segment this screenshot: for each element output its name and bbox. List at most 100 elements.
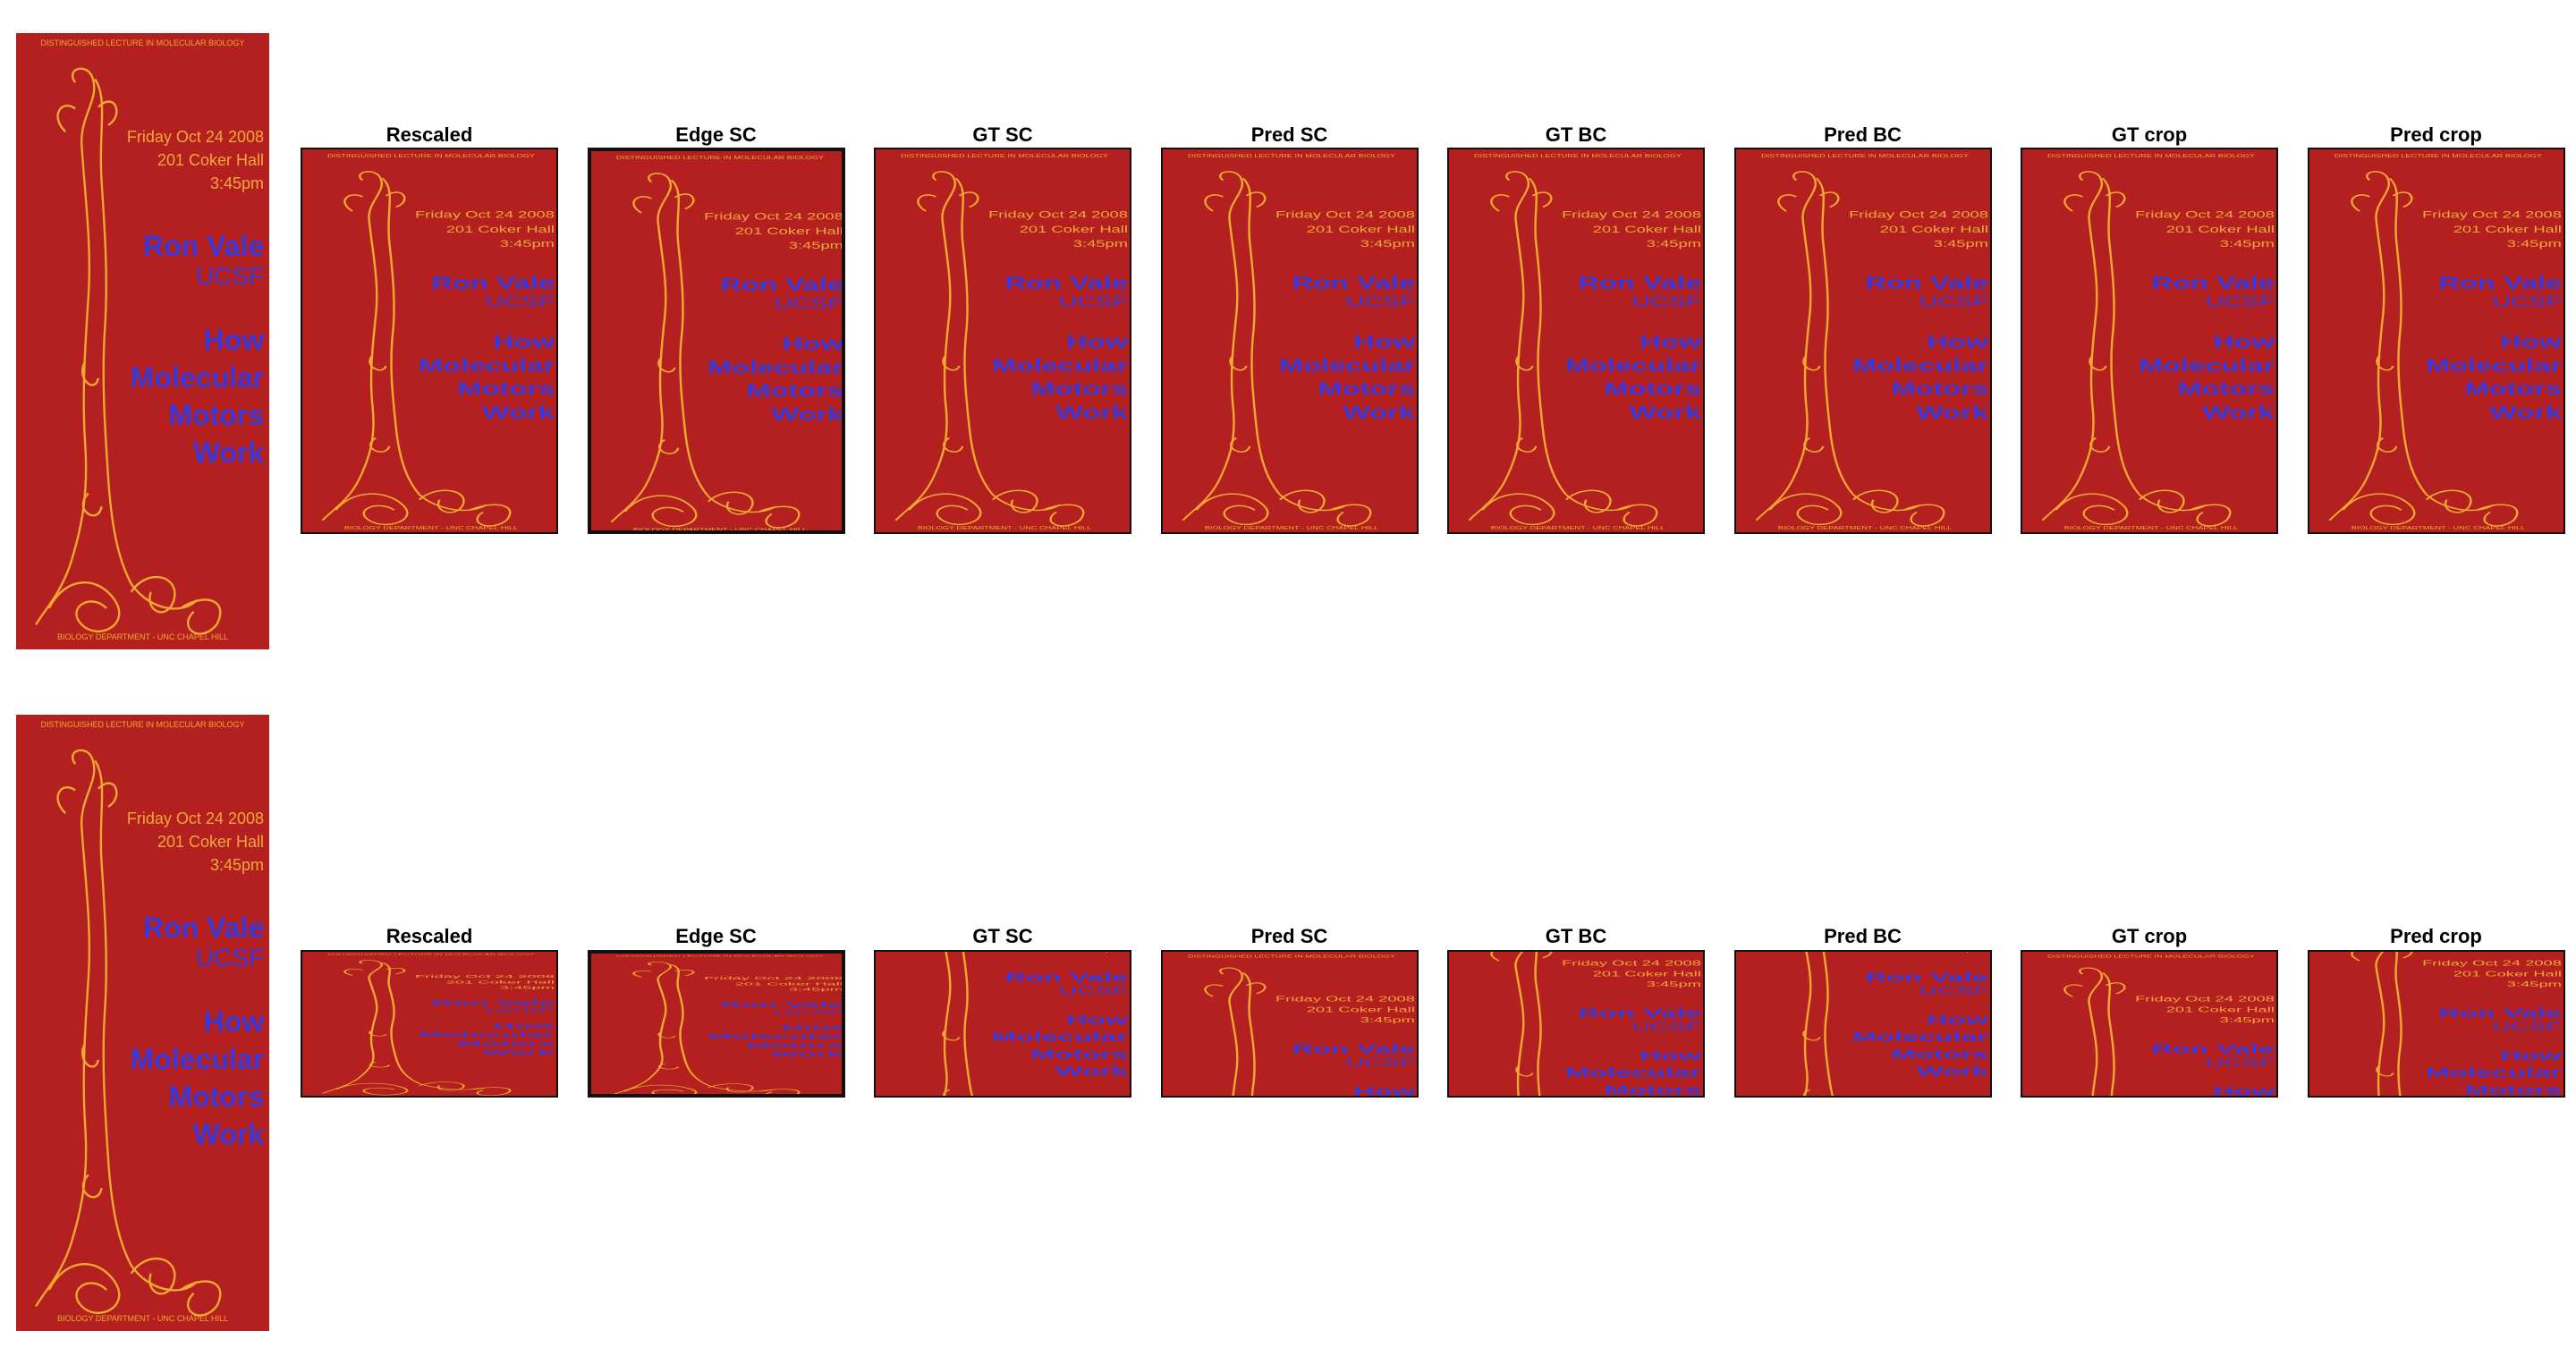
poster-speaker: Ron Vale [2151, 272, 2275, 293]
poster-talk-line: Motors [1890, 378, 1988, 400]
poster-header: DISTINGUISHED LECTURE IN MOLECULAR BIOLO… [40, 720, 245, 729]
result-thumbnail: DISTINGUISHED LECTURE IN MOLECULAR BIOLO… [1160, 148, 1419, 534]
poster-affiliation: UCSF [195, 944, 264, 971]
poster-speaker: Ron Vale [2437, 272, 2562, 293]
poster-talk-line: Work [1915, 402, 1988, 423]
poster-affiliation: UCSF [2491, 292, 2562, 310]
result-thumbnail: DISTINGUISHED LECTURE IN MOLECULAR BIOLO… [874, 148, 1131, 534]
poster-header: DISTINGUISHED LECTURE IN MOLECULAR BIOLO… [1760, 152, 1969, 159]
poster-talk-line: How [493, 1021, 555, 1030]
poster-talk-line: Molecular [2425, 1064, 2562, 1081]
poster-talk-line: Motors [745, 1040, 843, 1049]
poster-talk-line: Motors [1890, 1047, 1988, 1062]
poster-footer: BIOLOGY DEPARTMENT - UNC CHAPEL HILL [2351, 525, 2525, 531]
poster-place: 201 Coker Hall [734, 981, 843, 987]
panel-title: Pred crop [2390, 123, 2482, 146]
plant-drawing [35, 67, 222, 635]
poster-talk-line: Work [2488, 402, 2562, 423]
poster-date: Friday Oct 24 2008 [126, 810, 264, 827]
poster-footer: BIOLOGY DEPARTMENT - UNC CHAPEL HILL [1204, 525, 1378, 531]
poster-date: Friday Oct 24 2008 [2421, 959, 2562, 968]
panel-title: Pred SC [1250, 123, 1328, 146]
poster-time: 3:45pm [2219, 238, 2275, 250]
poster-talk-line: Motors [168, 1081, 264, 1113]
poster-place: 201 Coker Hall [1019, 223, 1128, 235]
poster-time: 3:45pm [499, 238, 555, 250]
poster-footer: BIOLOGY DEPARTMENT - UNC CHAPEL HILL [2063, 525, 2239, 531]
panel-title: GT BC [1545, 123, 1607, 146]
poster-speaker: Ron Vale [142, 230, 264, 262]
poster-footer: BIOLOGY DEPARTMENT - UNC CHAPEL HILL [343, 1095, 519, 1098]
poster-speaker: Ron Vale [142, 911, 264, 944]
poster-place: 201 Coker Hall [445, 979, 555, 985]
plant-drawing [1181, 171, 1371, 527]
plant-drawing [894, 171, 1085, 527]
result-thumbnail: DISTINGUISHED LECTURE IN MOLECULAR BIOLO… [2021, 950, 2278, 1098]
plant-drawing [321, 171, 512, 527]
plant-drawing [1203, 967, 1267, 1096]
poster-place: 201 Coker Hall [2165, 223, 2275, 235]
poster-affiliation: UCSF [1918, 984, 1988, 997]
poster-talk-line: How [2499, 1047, 2562, 1064]
poster-talk-line: How [2213, 331, 2275, 352]
poster-time: 3:45pm [1360, 1015, 1415, 1024]
poster-date: Friday Oct 24 2008 [415, 208, 555, 221]
poster-place: 201 Coker Hall [157, 151, 264, 169]
poster-header: DISTINGUISHED LECTURE IN MOLECULAR BIOLO… [1187, 954, 1395, 959]
poster-footer: BIOLOGY DEPARTMENT - UNC CHAPEL HILL [1777, 525, 1952, 531]
poster-talk-line: Work [192, 1118, 264, 1150]
thumbnail-poster: DISTINGUISHED LECTURE IN MOLECULAR BIOLO… [876, 952, 1130, 1096]
thumbnail-poster: DISTINGUISHED LECTURE IN MOLECULAR BIOLO… [1162, 149, 1417, 532]
poster-header: DISTINGUISHED LECTURE IN MOLECULAR BIOLO… [2046, 954, 2256, 959]
poster-time: 3:45pm [788, 987, 843, 992]
poster-talk-line: Molecular [991, 1029, 1128, 1045]
poster-talk-line: How [2213, 1083, 2275, 1098]
poster-talk-line: How [1352, 331, 1415, 352]
poster-footer: BIOLOGY DEPARTMENT - UNC CHAPEL HILL [917, 525, 1092, 531]
poster-header: DISTINGUISHED LECTURE IN MOLECULAR BIOLO… [900, 152, 1109, 159]
poster-talk-line: Work [770, 1050, 843, 1058]
poster-time: 3:45pm [1646, 979, 1701, 988]
poster-talk-line: Molecular [2138, 355, 2275, 376]
poster-affiliation: UCSF [1344, 292, 1415, 310]
poster-talk-line: Molecular [1852, 355, 1988, 376]
poster-time: 3:45pm [2219, 1015, 2275, 1024]
thumbnail-poster: DISTINGUISHED LECTURE IN MOLECULAR BIOLO… [302, 149, 556, 532]
poster-place: 201 Coker Hall [734, 225, 843, 237]
result-thumbnail: DISTINGUISHED LECTURE IN MOLECULAR BIOLO… [1447, 148, 1705, 534]
poster-date: Friday Oct 24 2008 [2135, 208, 2275, 221]
poster-talk-line: How [203, 324, 264, 356]
poster-speaker: Ron Vale [1004, 272, 1128, 293]
plant-drawing [2063, 967, 2126, 1096]
result-thumbnail: DISTINGUISHED LECTURE IN MOLECULAR BIOLO… [1733, 950, 1992, 1098]
poster-header: DISTINGUISHED LECTURE IN MOLECULAR BIOLO… [40, 38, 245, 47]
poster-talk-line: Motors [457, 378, 555, 400]
panel-title: Pred SC [1250, 925, 1328, 947]
poster-talk-line: Work [2202, 402, 2275, 423]
result-thumbnail: DISTINGUISHED LECTURE IN MOLECULAR BIOLO… [2307, 148, 2565, 534]
poster-time: 3:45pm [1360, 238, 1415, 250]
poster-talk-line: Work [482, 1048, 555, 1056]
poster-date: Friday Oct 24 2008 [1275, 995, 1415, 1004]
result-thumbnail: DISTINGUISHED LECTURE IN MOLECULAR BIOLO… [2307, 950, 2565, 1098]
panel-title: Pred BC [1824, 925, 1902, 947]
thumbnail-poster: DISTINGUISHED LECTURE IN MOLECULAR BIOLO… [302, 952, 556, 1098]
poster-footer: BIOLOGY DEPARTMENT - UNC CHAPEL HILL [632, 527, 807, 533]
poster-talk-line: How [1066, 1012, 1128, 1028]
plant-drawing [1801, 952, 1834, 1096]
poster-header: DISTINGUISHED LECTURE IN MOLECULAR BIOLO… [2046, 152, 2256, 159]
panel-title: GT SC [972, 123, 1033, 146]
panel-title: Edge SC [675, 925, 757, 947]
poster-talk-line: Motors [1317, 378, 1415, 400]
poster-header: DISTINGUISHED LECTURE IN MOLECULAR BIOLO… [615, 154, 824, 161]
poster-date: Friday Oct 24 2008 [1848, 208, 1988, 221]
plant-drawing [613, 962, 800, 1094]
thumbnail-poster: DISTINGUISHED LECTURE IN MOLECULAR BIOLO… [1449, 952, 1703, 1096]
poster-date: Friday Oct 24 2008 [703, 976, 843, 981]
thumbnail-poster: DISTINGUISHED LECTURE IN MOLECULAR BIOLO… [1449, 149, 1703, 532]
plant-drawing [942, 952, 974, 1096]
poster-speaker: Ron Vale [1004, 970, 1128, 985]
result-thumbnail: DISTINGUISHED LECTURE IN MOLECULAR BIOLO… [1160, 950, 1419, 1098]
poster-header: DISTINGUISHED LECTURE IN MOLECULAR BIOLO… [2334, 152, 2542, 159]
poster-talk-line: Molecular [707, 1031, 843, 1040]
